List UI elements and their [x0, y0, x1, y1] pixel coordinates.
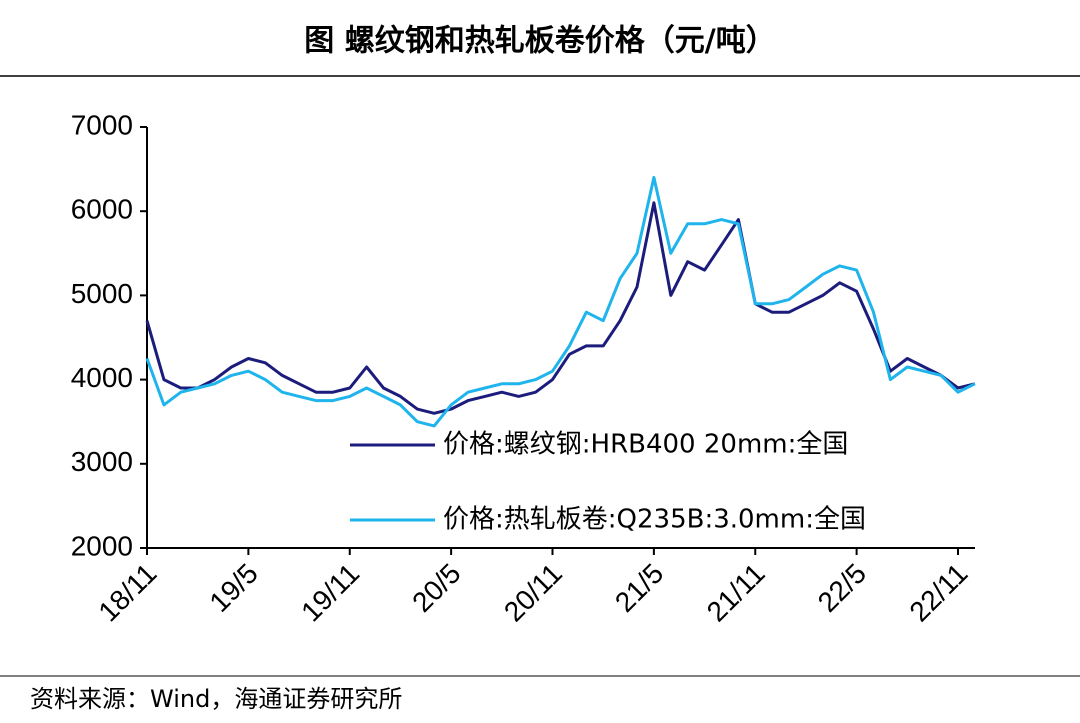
chart-title: 图 螺纹钢和热轧板卷价格（元/吨）	[304, 24, 775, 59]
series-line	[145, 201, 976, 415]
x-tick-label: 22/11	[903, 558, 973, 628]
series-line	[145, 176, 976, 428]
legend-label: 价格:热轧板卷:Q235B:3.0mm:全国	[443, 505, 866, 535]
y-tick-label: 7000	[71, 109, 133, 140]
x-tick-label: 18/11	[92, 558, 162, 628]
x-tick-label: 21/5	[609, 558, 669, 618]
y-tick-label: 6000	[71, 194, 133, 225]
y-tick-label: 3000	[71, 446, 133, 477]
x-tick-label: 19/5	[203, 558, 263, 618]
x-tick-label: 20/11	[498, 558, 568, 628]
y-tick-label: 5000	[71, 278, 133, 309]
x-tick-label: 21/11	[701, 558, 771, 628]
legend-label: 价格:螺纹钢:HRB400 20mm:全国	[443, 430, 848, 460]
x-tick-label: 19/11	[295, 558, 365, 628]
x-tick-label: 22/5	[812, 558, 872, 618]
x-tick-label: 20/5	[406, 558, 466, 618]
y-tick-label: 4000	[71, 362, 133, 393]
source: 资料来源：Wind，海通证券研究所	[30, 685, 402, 713]
y-tick-label: 2000	[71, 530, 133, 561]
